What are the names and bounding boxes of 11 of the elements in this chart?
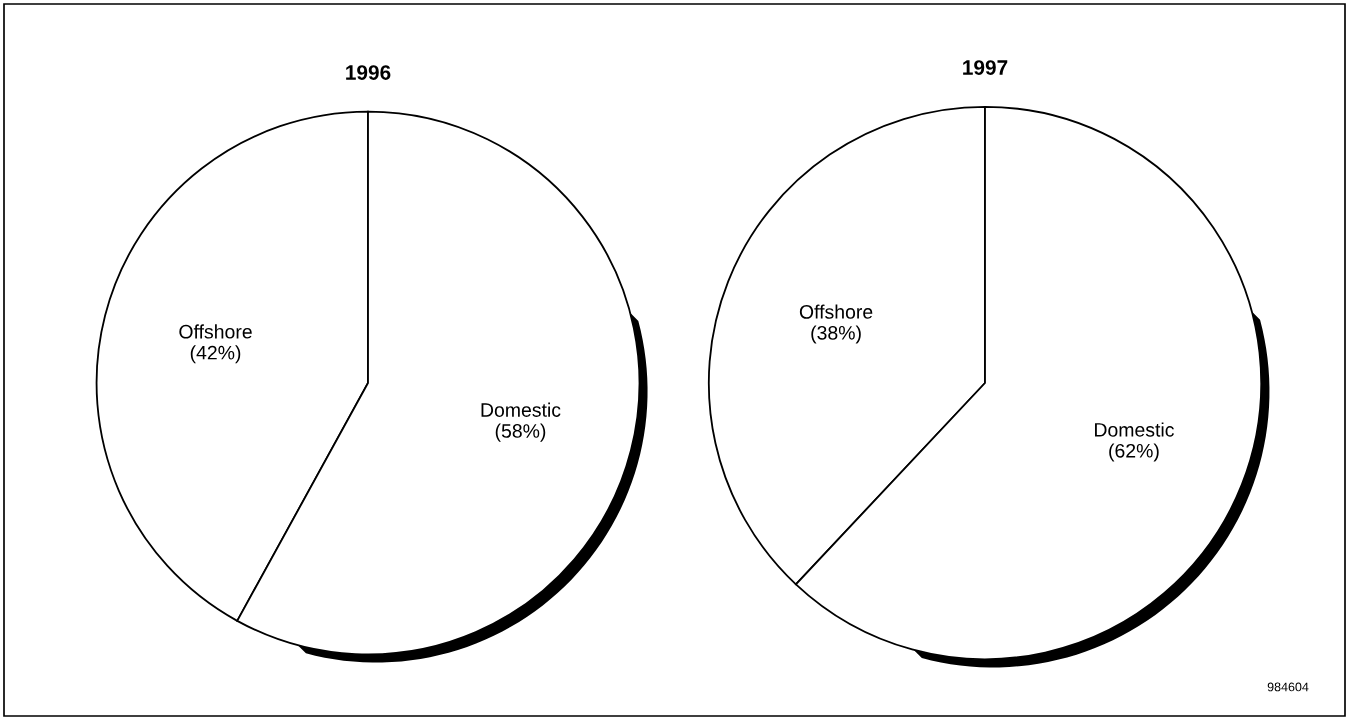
slice-label: Offshore	[799, 304, 873, 319]
slice-label: Domestic	[1095, 422, 1174, 437]
data-label: (62%)	[1109, 443, 1159, 462]
data-label: (42%)	[190, 345, 241, 364]
data-label: (38%)	[811, 325, 861, 344]
slice-label: Offshore	[179, 324, 252, 339]
chart-title: 1996	[346, 65, 391, 80]
slice-label: Domestic	[481, 402, 561, 417]
chart-title: 1997	[963, 60, 1008, 75]
text: 984604	[1267, 682, 1309, 692]
data-label: (58%)	[495, 423, 546, 442]
